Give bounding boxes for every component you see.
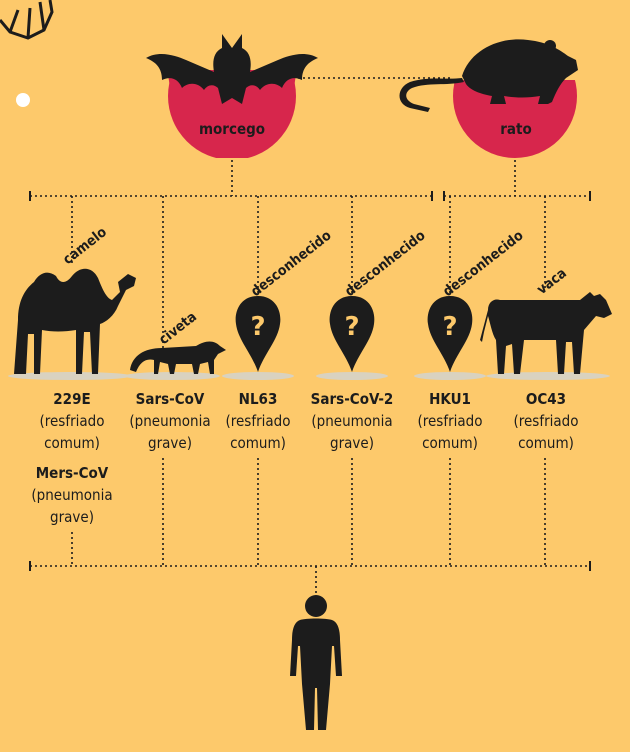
virus-desc-line2: grave): [148, 434, 192, 452]
marker-symbol-2: ?: [344, 312, 359, 342]
human-icon: [290, 595, 342, 730]
unknown-marker-symbols: ? ? ?: [250, 312, 457, 342]
virus-oc43: OC43 (resfriado comum): [500, 388, 592, 454]
virus-sars-cov-2: Sars-CoV-2 (pneumonia grave): [302, 388, 402, 454]
virus-desc-line1: (pneumonia: [311, 412, 393, 430]
virus-desc-line1: (resfriado: [39, 412, 105, 430]
virus-desc-line2: grave): [330, 434, 374, 452]
virus-desc-line2: comum): [44, 434, 100, 452]
marker-symbol-3: ?: [442, 312, 457, 342]
virus-name: NL63: [238, 390, 278, 408]
virus-name: OC43: [525, 390, 567, 408]
virus-desc-line1: (resfriado: [513, 412, 579, 430]
rat-icon: [399, 39, 578, 112]
virus-desc-line1: (pneumonia: [129, 412, 211, 430]
civet-icon: [130, 341, 226, 374]
unknown-marker-icon: [235, 296, 473, 372]
host-label-bat: morcego: [198, 120, 266, 138]
virus-name: Sars-CoV-2: [310, 390, 394, 408]
host-label-rat: rato: [500, 120, 532, 138]
virus-desc-line1: (pneumonia: [31, 486, 113, 504]
virus-desc-line2: comum): [518, 434, 574, 452]
camel-icon: [14, 268, 136, 374]
marker-symbol-1: ?: [250, 312, 265, 342]
virus-name: Mers-CoV: [35, 464, 109, 482]
corner-decoration-icon: [0, 0, 54, 40]
virus-hku1: HKU1 (resfriado comum): [406, 388, 494, 454]
cow-icon: [480, 292, 612, 374]
virus-sars-cov: Sars-CoV (pneumonia grave): [122, 388, 218, 454]
virus-name: HKU1: [429, 390, 471, 408]
virus-desc-line2: comum): [230, 434, 286, 452]
virus-desc-line2: grave): [50, 508, 94, 526]
virus-name: 229E: [53, 390, 91, 408]
virus-229e: 229E (resfriado comum): [16, 388, 128, 454]
connector-lines: [30, 77, 590, 596]
virus-desc-line1: (resfriado: [417, 412, 483, 430]
bat-icon: [146, 34, 318, 104]
dot-decoration: [16, 93, 30, 107]
connector-ticks: [29, 191, 591, 571]
virus-nl63: NL63 (resfriado comum): [214, 388, 302, 454]
virus-desc-line1: (resfriado: [225, 412, 291, 430]
virus-name: Sars-CoV: [135, 390, 205, 408]
virus-desc-line2: comum): [422, 434, 478, 452]
virus-mers-cov: Mers-CoV (pneumonia grave): [16, 462, 128, 528]
